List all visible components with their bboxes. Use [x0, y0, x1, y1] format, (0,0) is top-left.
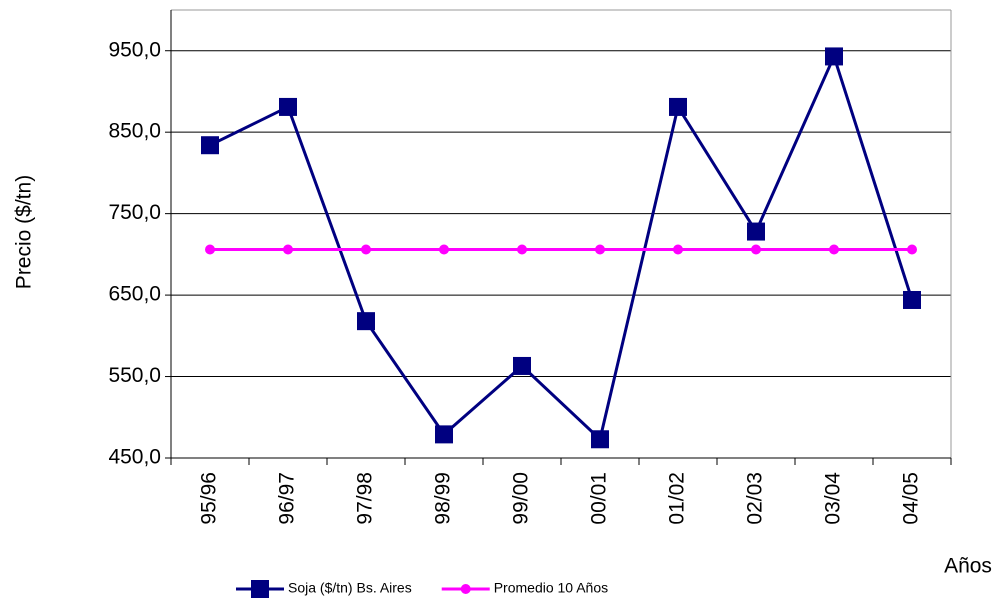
x-axis-label: Años — [944, 555, 992, 578]
y-tick-label: 650,0 — [108, 283, 161, 306]
data-point — [283, 244, 293, 255]
data-point — [279, 97, 297, 116]
legend-marker — [460, 584, 471, 594]
series-line — [209, 52, 914, 443]
data-point — [673, 244, 683, 255]
y-tick-label: 850,0 — [108, 120, 161, 143]
data-point — [205, 244, 215, 255]
x-tick-label: 04/05 — [900, 472, 923, 525]
x-tick-label: 01/02 — [666, 472, 689, 525]
data-point — [669, 97, 687, 116]
x-tick-label: 99/00 — [510, 472, 533, 525]
data-point — [751, 244, 761, 255]
legend-label: Soja ($/tn) Bs. Aires — [288, 580, 412, 596]
legend-marker — [251, 580, 269, 598]
y-tick-label: 950,0 — [108, 38, 161, 61]
y-tick-label: 550,0 — [108, 364, 161, 387]
data-point — [435, 425, 453, 444]
data-point — [513, 356, 531, 375]
data-point — [903, 290, 921, 309]
x-tick-label: 95/96 — [198, 472, 221, 525]
x-tick-label: 97/98 — [354, 472, 377, 525]
data-point — [825, 47, 843, 66]
legend-label: Promedio 10 Años — [494, 580, 608, 596]
y-axis-label: Precio ($/tn) — [13, 175, 36, 289]
data-point — [747, 222, 765, 241]
x-tick-label: 02/03 — [744, 472, 767, 525]
data-point — [595, 244, 605, 255]
y-tick-label: 450,0 — [108, 446, 161, 469]
data-point — [361, 244, 371, 255]
data-point — [439, 244, 449, 255]
data-point — [517, 244, 527, 255]
data-point — [907, 244, 917, 255]
data-point — [591, 430, 609, 449]
data-point — [357, 312, 375, 331]
x-tick-label: 03/04 — [822, 472, 845, 525]
x-tick-label: 96/97 — [276, 472, 299, 525]
y-tick-label: 750,0 — [108, 201, 161, 224]
x-tick-label: 00/01 — [588, 472, 611, 525]
data-point — [201, 136, 219, 155]
data-point — [829, 244, 839, 255]
x-tick-label: 98/99 — [432, 472, 455, 525]
